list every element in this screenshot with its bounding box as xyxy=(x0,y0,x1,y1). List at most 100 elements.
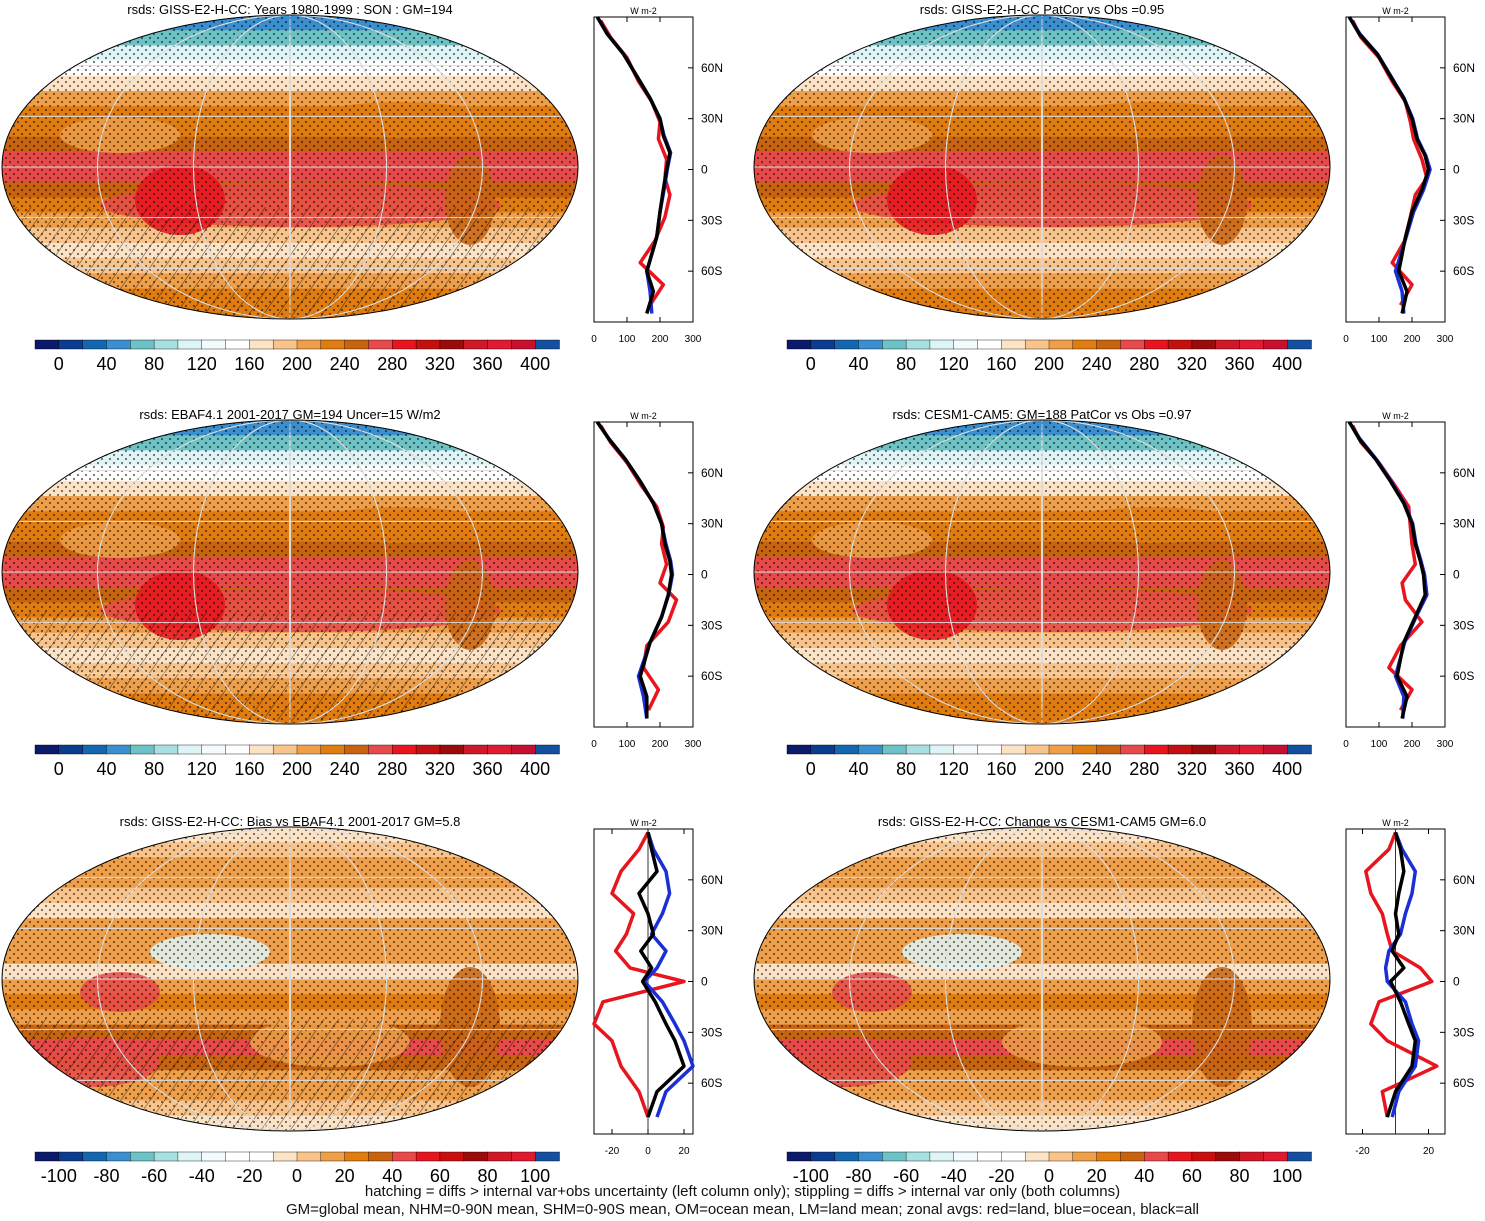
colorbar-tick-label: 400 xyxy=(520,759,550,779)
colorbar-tick-label: 400 xyxy=(1272,354,1302,374)
colorbar-swatch xyxy=(882,1151,907,1162)
zonal-plot: W m-2 60N 30N 0 30S 60S 0 100 200 300 xyxy=(1343,411,1475,750)
colorbar-tick-label: 20 xyxy=(335,1166,355,1186)
colorbar-swatch xyxy=(1072,744,1098,755)
colorbar-swatch xyxy=(1048,744,1074,755)
zonal-ytick-label: 30S xyxy=(1453,1025,1474,1039)
colorbar-swatch xyxy=(1001,744,1026,755)
colorbar-swatch xyxy=(977,744,1003,755)
map-border xyxy=(1,419,579,725)
colorbar-swatch xyxy=(1120,744,1145,755)
colorbar-swatch xyxy=(153,339,179,350)
colorbar-tick-label: 0 xyxy=(54,354,64,374)
zonal-xtick-label: -20 xyxy=(1355,1146,1370,1157)
zonal-ytick-label: 30N xyxy=(701,517,723,531)
zonal-ytick-label: 30S xyxy=(701,213,722,227)
zonal-xtick-label: 0 xyxy=(1343,739,1349,750)
colorbar-swatch xyxy=(392,1151,417,1162)
colorbar-swatch xyxy=(272,1151,298,1162)
colorbar-swatch xyxy=(320,744,346,755)
colorbar-swatch xyxy=(977,1151,1003,1162)
colorbar-swatch xyxy=(249,744,274,755)
colorbar-swatch xyxy=(953,339,979,350)
colorbar-swatch xyxy=(58,744,84,755)
map-border xyxy=(1,14,579,320)
colorbar-tick-label: 200 xyxy=(1034,759,1064,779)
panel-4: rsds: CESM1-CAM5: GM=188 PatCor vs Obs =… xyxy=(753,407,1475,779)
colorbar-tick-label: 0 xyxy=(1044,1166,1054,1186)
zonal-unit-label: W m-2 xyxy=(630,818,657,828)
colorbar-swatch xyxy=(177,339,203,350)
colorbar-swatch xyxy=(1144,1151,1169,1162)
colorbar-swatch xyxy=(1167,744,1193,755)
colorbar-tick-label: 80 xyxy=(1230,1166,1250,1186)
zonal-xtick-label: 200 xyxy=(652,334,669,345)
zonal-xtick-label: 200 xyxy=(652,739,669,750)
zonal-unit-label: W m-2 xyxy=(630,6,657,16)
colorbar-swatch xyxy=(1048,339,1074,350)
colorbar-tick-label: -60 xyxy=(893,1166,919,1186)
colorbar-swatch xyxy=(858,339,883,350)
zonal-plot: W m-2 60N 30N 0 30S 60S -20 0 20 xyxy=(592,818,723,1157)
colorbar-tick-label: 80 xyxy=(478,1166,498,1186)
colorbar-tick-label: 240 xyxy=(330,759,360,779)
zonal-frame xyxy=(593,16,694,323)
meridian-line xyxy=(97,15,483,319)
zonal-ytick-label: 60N xyxy=(701,873,723,887)
footer-line-2: GM=global mean, NHM=0-90N mean, SHM=0-90… xyxy=(285,1201,1199,1218)
colorbar-tick-label: 320 xyxy=(1177,354,1207,374)
zonal-unit-label: W m-2 xyxy=(1382,411,1409,421)
colorbar-swatch xyxy=(786,339,812,350)
colorbar-swatch xyxy=(1096,744,1122,755)
colorbar-swatch xyxy=(487,1151,513,1162)
zonal-frame xyxy=(593,421,694,728)
map-border xyxy=(753,419,1331,725)
colorbar-swatch xyxy=(368,1151,393,1162)
colorbar-tick-label: 320 xyxy=(1177,759,1207,779)
colorbar-swatch xyxy=(130,339,155,350)
colorbar-tick-label: 120 xyxy=(939,759,969,779)
footer-line-1: hatching = diffs > internal var+obs unce… xyxy=(364,1183,1121,1200)
colorbar-swatch xyxy=(1191,744,1217,755)
colorbar-tick-label: 0 xyxy=(806,354,816,374)
colorbar-tick-label: 280 xyxy=(1129,354,1159,374)
colorbar-swatch xyxy=(810,339,836,350)
colorbar-swatch xyxy=(534,339,560,350)
colorbar-tick-label: 100 xyxy=(1272,1166,1302,1186)
colorbar-swatch xyxy=(929,339,955,350)
colorbar-tick-label: 400 xyxy=(1272,759,1302,779)
colorbar-swatch xyxy=(1120,339,1145,350)
colorbar-tick-label: 320 xyxy=(425,354,455,374)
colorbar-swatch xyxy=(1215,339,1241,350)
colorbar-swatch xyxy=(858,744,883,755)
colorbar-swatch xyxy=(834,744,860,755)
zonal-line-land xyxy=(592,831,686,1118)
colorbar-tick-label: 160 xyxy=(234,759,264,779)
colorbar-tick-label: 160 xyxy=(234,354,264,374)
colorbar-tick-label: -40 xyxy=(941,1166,967,1186)
colorbar-tick-label: 200 xyxy=(1034,354,1064,374)
colorbar-swatch xyxy=(82,339,108,350)
colorbar-swatch xyxy=(487,339,513,350)
colorbar-swatch xyxy=(392,339,417,350)
zonal-line-all xyxy=(1385,831,1418,1118)
meridian-line xyxy=(97,420,483,724)
colorbar-swatch xyxy=(201,1151,227,1162)
colorbar-swatch xyxy=(1191,339,1217,350)
meridian-line xyxy=(849,420,1235,724)
zonal-ytick-label: 0 xyxy=(701,568,708,582)
colorbar-swatch xyxy=(177,744,203,755)
colorbar-tick-label: 0 xyxy=(806,759,816,779)
zonal-line-all xyxy=(1347,16,1431,314)
meridian-line xyxy=(193,15,387,319)
zonal-line-all xyxy=(637,832,686,1118)
colorbar-swatch xyxy=(296,339,322,350)
colorbar-swatch xyxy=(463,1151,489,1162)
colorbar-swatch xyxy=(130,1151,155,1162)
zonal-line-all xyxy=(595,16,672,315)
zonal-xtick-label: 0 xyxy=(591,739,597,750)
zonal-ytick-label: 60N xyxy=(1453,873,1475,887)
zonal-ytick-label: 30N xyxy=(701,924,723,938)
colorbar-tick-label: 360 xyxy=(1225,759,1255,779)
colorbar-tick-label: 120 xyxy=(939,354,969,374)
